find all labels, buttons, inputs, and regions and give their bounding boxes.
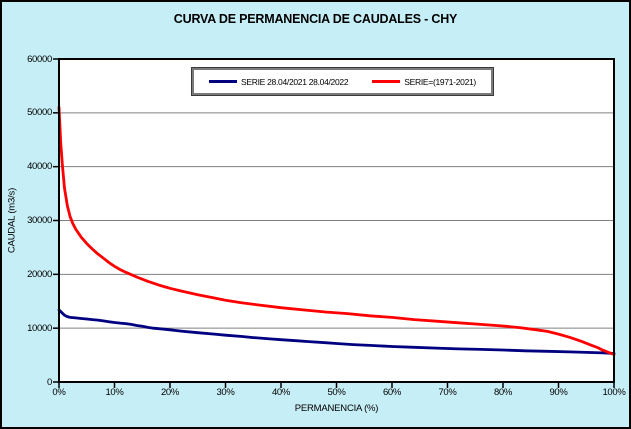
legend-swatch-blue-line — [209, 80, 238, 83]
legend-item-serie-2021-2022: SERIE 28.04/2021 28.04/2022 — [209, 76, 349, 87]
x-tick-label-20: 20% — [160, 387, 180, 398]
x-tick-label-30: 30% — [216, 387, 235, 398]
y-tick-label-30000: 30000 — [27, 215, 52, 226]
x-tick-label-50: 50% — [327, 387, 346, 398]
chart-title: CURVA DE PERMANENCIA DE CAUDALES - CHY — [173, 12, 458, 26]
legend-label: SERIE 28.04/2021 28.04/2022 — [241, 76, 349, 87]
y-tick-label-40000: 40000 — [27, 161, 52, 173]
x-tick-label-0: 0% — [52, 387, 66, 398]
y-tick-label-0: 0 — [47, 376, 52, 388]
x-tick-label-100: 100% — [602, 387, 626, 398]
legend-label: SERIE=(1971-2021) — [404, 76, 476, 87]
x-tick-label-60: 60% — [382, 387, 402, 398]
legend-swatch-red-line — [372, 80, 401, 83]
x-tick-label-90: 90% — [549, 387, 568, 398]
x-tick-label-40: 40% — [271, 387, 291, 398]
y-axis-title: CAUDAL (m3/s) — [6, 187, 18, 254]
x-tick-label-70: 70% — [438, 387, 457, 398]
x-tick-label-80: 80% — [493, 387, 513, 398]
series-line-red-1971-2021 — [57, 106, 616, 356]
plot-border — [58, 58, 615, 383]
legend-item-serie-1971-2021: SERIE=(1971-2021) — [372, 77, 476, 87]
y-tick-label-20000: 20000 — [27, 268, 52, 280]
x-axis-title: PERMANENCIA (%) — [294, 403, 379, 414]
y-tick-label-60000: 60000 — [27, 53, 52, 65]
x-tick-label-10: 10% — [105, 387, 124, 398]
y-tick-label-50000: 50000 — [27, 107, 52, 119]
series-line-blue-2021-2022 — [57, 308, 616, 355]
legend: SERIE 28.04/2021 28.04/2022 SERIE=(1971-… — [191, 67, 494, 96]
y-tick-label-10000: 10000 — [27, 322, 52, 334]
